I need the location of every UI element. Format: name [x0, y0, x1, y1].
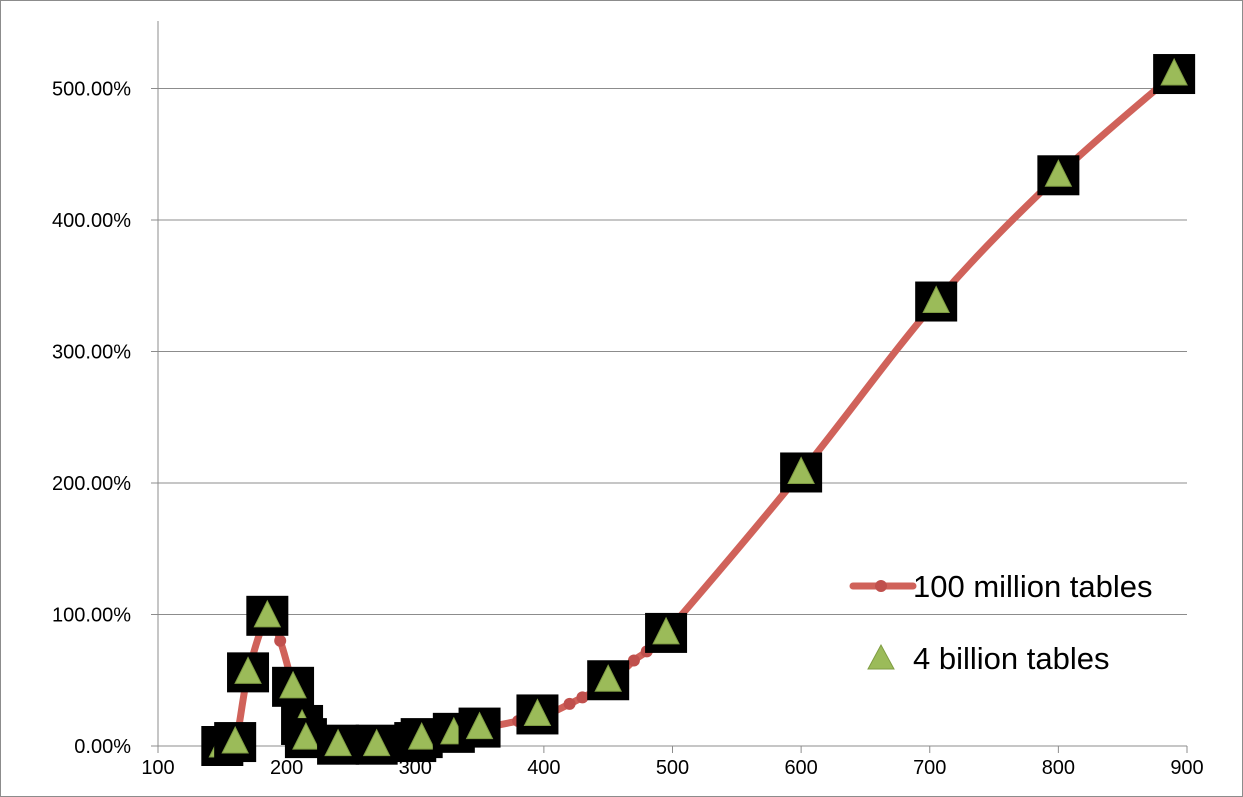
x-tick-label: 500	[656, 757, 689, 779]
y-tick-label: 500.00%	[52, 79, 131, 101]
series-2-point	[1044, 159, 1073, 187]
series-2-point	[1160, 57, 1188, 86]
series-2-point	[362, 728, 391, 757]
axes: 0.00% 100.00% 200.00% 300.00% 400.00% 500.00%…	[52, 21, 1204, 779]
legend-triangle-swatch	[867, 643, 895, 670]
x-tick-label: 100	[141, 757, 174, 779]
series-2-point	[922, 285, 950, 314]
series-2-point	[523, 698, 552, 726]
x-tick-label: 600	[784, 757, 817, 779]
x-tick-label: 400	[527, 757, 560, 779]
series-1-point	[576, 691, 589, 704]
legend-circle-swatch	[875, 580, 887, 592]
series-2-point	[465, 711, 494, 740]
x-tick-label: 200	[270, 757, 303, 779]
series-1-point	[627, 654, 640, 667]
series-2-point	[292, 721, 320, 750]
series-1-point	[274, 634, 287, 647]
series-2-point	[594, 664, 622, 692]
series-2-point	[652, 616, 680, 645]
legend-label-series-1: 100 million tables	[913, 569, 1153, 604]
x-tick-label: 700	[913, 757, 946, 779]
y-tick-label: 200.00%	[52, 473, 131, 495]
legend-label-series-2: 4 billion tables	[913, 641, 1109, 676]
series-2-point	[787, 456, 815, 484]
y-tick-label: 100.00%	[52, 605, 131, 627]
series-2-point	[324, 728, 352, 757]
y-tick-label: 0.00%	[74, 736, 131, 758]
gridlines	[158, 88, 1187, 615]
series-1-point	[563, 697, 576, 710]
x-tick-label: 800	[1042, 757, 1075, 779]
legend: 100 million tables 4 billion tables	[849, 569, 1153, 676]
series-2-point	[279, 670, 307, 699]
x-tick-label: 900	[1170, 757, 1203, 779]
series-2-point	[407, 721, 436, 750]
series-2-point	[221, 725, 249, 754]
series-2-point	[253, 599, 282, 628]
series-2-point	[234, 656, 262, 684]
series-layer	[201, 54, 1196, 766]
y-tick-label: 400.00%	[52, 210, 131, 232]
x-tick-label: 300	[399, 757, 432, 779]
y-tick-label: 300.00%	[52, 342, 131, 364]
